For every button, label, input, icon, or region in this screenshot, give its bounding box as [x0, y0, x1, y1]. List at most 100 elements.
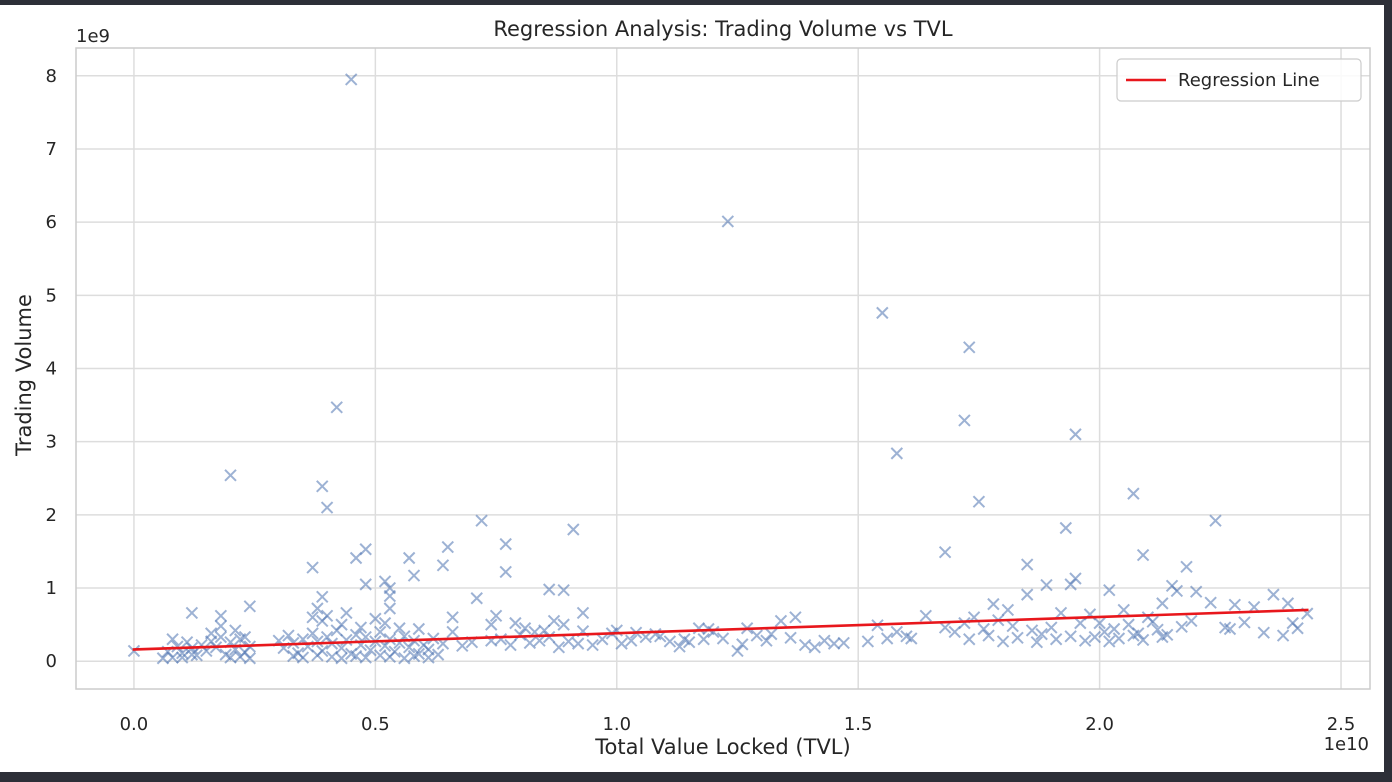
data-point — [378, 575, 392, 588]
data-point — [190, 649, 203, 662]
data-point — [958, 616, 971, 630]
data-point — [412, 622, 426, 636]
regression-line — [132, 608, 1309, 651]
data-point — [402, 641, 416, 654]
data-point — [306, 611, 319, 624]
data-point — [1030, 635, 1044, 649]
data-point — [596, 633, 609, 646]
data-point — [214, 630, 228, 644]
data-point — [494, 633, 508, 646]
data-point — [185, 648, 199, 661]
data-point — [963, 633, 976, 646]
data-point — [243, 652, 257, 665]
data-point — [316, 480, 329, 493]
data-point — [1276, 629, 1290, 642]
data-point — [938, 621, 952, 634]
data-point — [436, 559, 450, 572]
data-point — [238, 630, 252, 644]
data-point — [335, 641, 348, 655]
data-point — [176, 646, 189, 660]
data-point — [1170, 584, 1184, 598]
data-point — [373, 625, 387, 639]
data-point — [1059, 521, 1073, 535]
data-point — [287, 649, 300, 663]
data-point — [586, 638, 599, 652]
data-point — [562, 635, 575, 648]
data-point — [1180, 560, 1193, 574]
data-point — [306, 561, 319, 574]
data-point — [224, 651, 237, 664]
data-point — [475, 514, 488, 527]
data-point — [1020, 588, 1034, 601]
data-point — [166, 633, 179, 646]
data-point — [750, 629, 764, 642]
data-point — [557, 584, 570, 597]
data-point — [359, 651, 372, 664]
data-point — [383, 589, 397, 603]
data-point — [1064, 578, 1077, 591]
data-point — [571, 637, 585, 650]
data-point — [731, 644, 744, 658]
data-point — [398, 652, 411, 665]
data-point — [1204, 596, 1217, 609]
data-point — [407, 569, 421, 582]
data-point — [919, 609, 932, 623]
data-point — [224, 469, 237, 482]
y-tick-label: 8 — [46, 66, 57, 87]
data-point — [489, 609, 503, 623]
y-tick-label: 3 — [46, 432, 57, 453]
data-point — [311, 649, 324, 662]
data-point — [499, 537, 512, 551]
data-point — [673, 640, 686, 653]
data-point — [422, 651, 435, 664]
data-point — [542, 630, 556, 644]
data-point — [1127, 487, 1140, 500]
data-point — [1020, 558, 1034, 571]
legend-box — [1116, 58, 1362, 102]
data-point — [977, 622, 990, 636]
data-point — [1049, 633, 1063, 646]
data-point — [1103, 635, 1116, 648]
data-point — [900, 630, 913, 643]
data-point — [678, 633, 691, 646]
data-point — [320, 630, 334, 644]
data-point — [359, 578, 372, 591]
data-point — [1267, 588, 1280, 601]
data-point — [509, 616, 522, 630]
y-tick-label: 2 — [46, 505, 57, 526]
data-point — [1223, 622, 1237, 636]
data-point — [214, 619, 228, 633]
data-point — [485, 618, 498, 631]
data-point — [446, 611, 459, 624]
data-point — [243, 600, 257, 613]
y-tick-label: 4 — [46, 359, 57, 380]
data-point — [938, 545, 952, 559]
data-point — [383, 633, 397, 646]
data-point — [982, 629, 995, 642]
data-point — [306, 627, 319, 640]
data-point — [1122, 618, 1135, 631]
data-point — [349, 551, 363, 565]
data-point — [204, 627, 218, 640]
data-point — [818, 634, 831, 647]
data-point — [296, 651, 310, 664]
x-tick-label: 1.5 — [844, 714, 873, 735]
data-point — [1156, 597, 1169, 610]
data-point — [987, 597, 1000, 611]
y-tick-label: 6 — [46, 212, 57, 233]
chart-title: Regression Analysis: Trading Volume vs T… — [493, 17, 953, 41]
data-point — [1291, 622, 1304, 635]
y-offset-label: 1e9 — [76, 26, 110, 47]
data-point — [890, 447, 904, 460]
x-tick-label: 0.0 — [120, 714, 149, 735]
data-point — [1209, 514, 1222, 527]
scatter-chart: 0.0 0.5 1.0 1.5 2.0 2.5 0 1 2 3 4 5 6 7 8 Regression … — [12, 17, 1371, 759]
figure: 0.0 0.5 1.0 1.5 2.0 2.5 0 1 2 3 4 5 6 7 8 Regression … — [0, 5, 1384, 772]
x-axis-label: Total Value Locked (TVL) — [594, 735, 850, 759]
data-point — [311, 635, 324, 648]
data-point — [721, 215, 735, 228]
data-point — [552, 641, 566, 654]
data-point — [417, 638, 430, 652]
data-point — [349, 649, 363, 663]
data-point — [1078, 634, 1092, 647]
